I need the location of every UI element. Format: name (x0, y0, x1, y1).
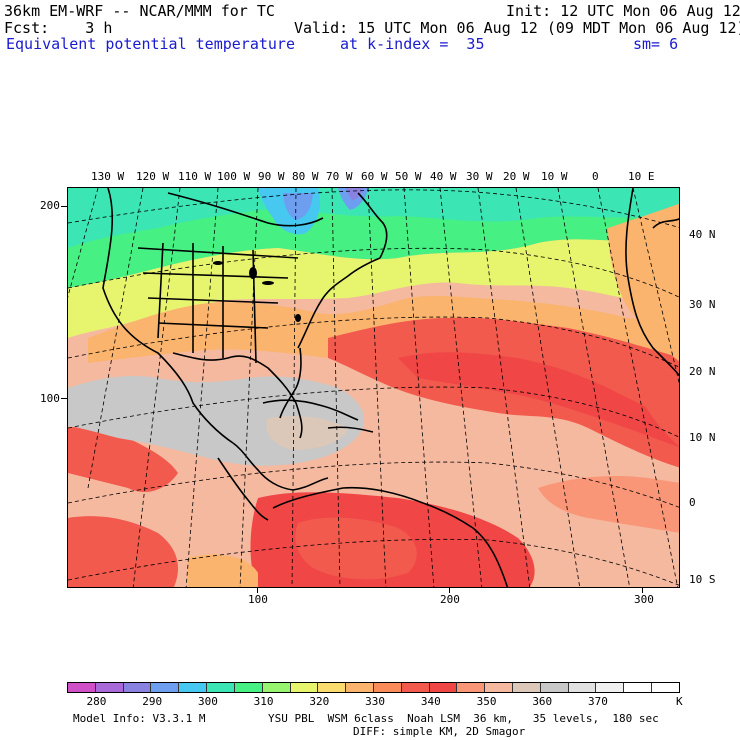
legend-swatch (485, 683, 513, 692)
coastlines (102, 188, 679, 587)
legend-label: 340 (420, 695, 441, 708)
legend-swatch (346, 683, 374, 692)
legend-swatch (318, 683, 347, 692)
legend-swatch (624, 683, 653, 692)
field-name: Equivalent potential temperature (6, 35, 295, 53)
legend-swatch (373, 683, 402, 692)
legend-swatch (207, 683, 235, 692)
physics-line2: DIFF: simple KM, 2D Smagor (353, 725, 526, 738)
lon-label: 110 W (178, 170, 212, 183)
lon-label: 10 W (541, 170, 568, 183)
legend-swatch (68, 683, 96, 692)
physics-line1: YSU PBL WSM 6class Noah LSM 36 km, 35 le… (268, 712, 659, 725)
legend-swatch (540, 683, 569, 692)
lon-label: 70 W (326, 170, 353, 183)
legend-label: 350 (476, 695, 497, 708)
legend-swatch (457, 683, 486, 692)
legend-swatch (123, 683, 152, 692)
legend-swatch (262, 683, 291, 692)
legend-swatch (401, 683, 430, 692)
lon-label: 120 W (136, 170, 170, 183)
legend-swatch (151, 683, 180, 692)
legend-swatch (234, 683, 263, 692)
grid-x-label: 200 (440, 593, 460, 606)
lat-label: 20 N (689, 365, 716, 378)
lon-label: 10 E (628, 170, 655, 183)
smoothing-value: sm= 6 (633, 35, 679, 53)
legend-label: 330 (365, 695, 386, 708)
legend-swatch (290, 683, 319, 692)
legend-unit: K (676, 695, 683, 708)
legend-swatch (513, 683, 541, 692)
legend-swatch (568, 683, 597, 692)
grid-y-label: 100 (40, 392, 60, 405)
lat-label: 10 N (689, 431, 716, 444)
lon-label: 50 W (395, 170, 422, 183)
lat-label: 10 S (689, 573, 716, 586)
lon-label: 40 W (430, 170, 457, 183)
color-legend (67, 682, 680, 693)
forecast-hour: Fcst: 3 h (4, 19, 113, 37)
grid-x-label: 300 (634, 593, 654, 606)
level-index: at k-index = 35 (340, 35, 485, 53)
model-info: Model Info: V3.3.1 M (73, 712, 206, 725)
legend-swatch (596, 683, 625, 692)
grid-x-label: 100 (248, 593, 268, 606)
valid-time: Valid: 15 UTC Mon 06 Aug 12 (09 MDT Mon … (294, 19, 740, 37)
legend-swatch (179, 683, 208, 692)
lon-label: 20 W (503, 170, 530, 183)
map-panel (67, 187, 680, 588)
lon-label: 0 (592, 170, 599, 183)
lon-label: 90 W (258, 170, 285, 183)
legend-label: 310 (253, 695, 274, 708)
lon-label: 80 W (292, 170, 319, 183)
great-lakes (213, 261, 301, 322)
legend-label: 360 (532, 695, 553, 708)
graticule (68, 188, 679, 587)
lon-label: 60 W (361, 170, 388, 183)
lat-label: 0 (689, 496, 696, 509)
model-title: 36km EM-WRF -- NCAR/MMM for TC (4, 2, 275, 20)
lon-label: 30 W (466, 170, 493, 183)
legend-label: 280 (86, 695, 107, 708)
lon-label: 130 W (91, 170, 125, 183)
grid-y-label: 200 (40, 199, 60, 212)
legend-label: 320 (309, 695, 330, 708)
legend-label: 300 (197, 695, 218, 708)
legend-label: 370 (588, 695, 608, 708)
legend-swatch (95, 683, 124, 692)
legend-label: 290 (142, 695, 163, 708)
lat-label: 30 N (689, 298, 716, 311)
legend-swatch (652, 683, 679, 692)
lat-label: 40 N (689, 228, 716, 241)
init-time: Init: 12 UTC Mon 06 Aug 12 (506, 2, 740, 20)
theta-e-map (68, 188, 679, 587)
lon-label: 100 W (217, 170, 251, 183)
legend-swatch (429, 683, 458, 692)
